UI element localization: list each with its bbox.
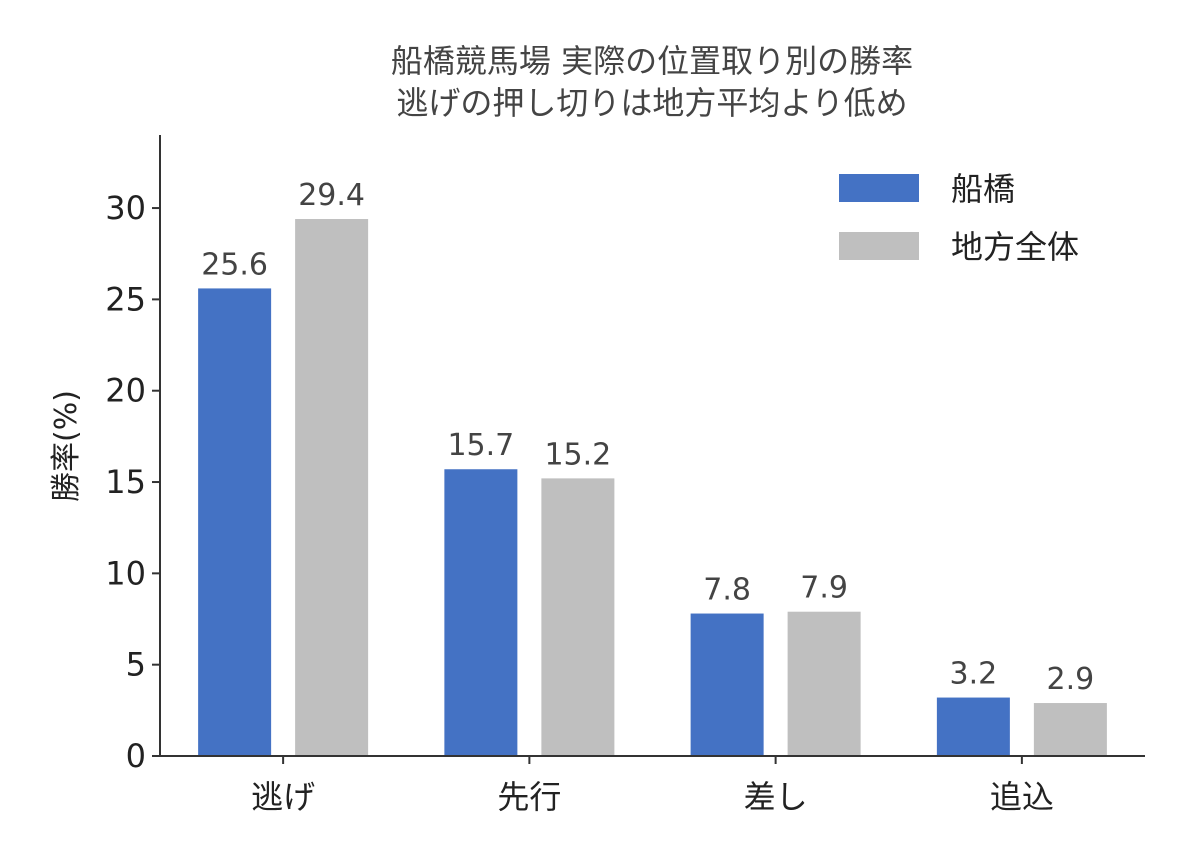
bar xyxy=(295,219,369,757)
bar-value-label: 2.9 xyxy=(1047,662,1095,697)
bars xyxy=(198,219,1107,757)
chart-title: 船橋競馬場 実際の位置取り別の勝率 逃げの押し切りは地方平均より低め xyxy=(391,42,913,122)
bar xyxy=(541,478,615,756)
y-tick-label: 5 xyxy=(126,646,146,684)
bar-value-label: 7.8 xyxy=(703,573,751,608)
y-tick-label: 20 xyxy=(105,372,146,410)
bar-value-label: 15.2 xyxy=(544,437,611,472)
bar xyxy=(444,469,518,756)
legend-swatch xyxy=(839,232,919,260)
bar xyxy=(1033,703,1107,756)
x-axis-ticks: 逃げ 先行 差し 追込 xyxy=(251,756,1054,816)
bar-value-label: 3.2 xyxy=(950,657,998,692)
y-tick-label: 10 xyxy=(105,554,146,592)
bar-value-label: 15.7 xyxy=(447,428,514,463)
bar-value-label: 29.4 xyxy=(298,178,365,213)
bar-value-label: 25.6 xyxy=(201,247,268,282)
x-tick-label: 逃げ xyxy=(251,778,315,816)
bar xyxy=(690,613,764,756)
y-tick-label: 0 xyxy=(126,737,146,775)
legend-swatch xyxy=(839,174,919,202)
bar xyxy=(787,611,861,756)
bar xyxy=(936,697,1010,756)
x-tick-label: 追込 xyxy=(990,778,1054,816)
y-tick-label: 30 xyxy=(105,189,146,227)
y-axis-ticks: 0 5 10 15 20 25 30 xyxy=(105,189,160,775)
bar xyxy=(198,288,272,756)
y-tick-label: 15 xyxy=(105,463,146,501)
y-axis-label: 勝率(%) xyxy=(49,390,84,502)
x-tick-label: 差し xyxy=(744,778,808,816)
y-tick-label: 25 xyxy=(105,280,146,318)
chart-title-line-1: 船橋競馬場 実際の位置取り別の勝率 xyxy=(391,42,913,80)
data-labels: 25.6 29.4 15.7 15.2 7.8 7.9 3.2 2.9 xyxy=(201,178,1094,697)
legend-label: 地方全体 xyxy=(951,228,1079,266)
chart-title-line-2: 逃げの押し切りは地方平均より低め xyxy=(396,84,907,122)
bar-value-label: 7.9 xyxy=(800,571,848,606)
legend-label: 船橋 xyxy=(951,170,1015,208)
x-tick-label: 先行 xyxy=(497,778,561,816)
